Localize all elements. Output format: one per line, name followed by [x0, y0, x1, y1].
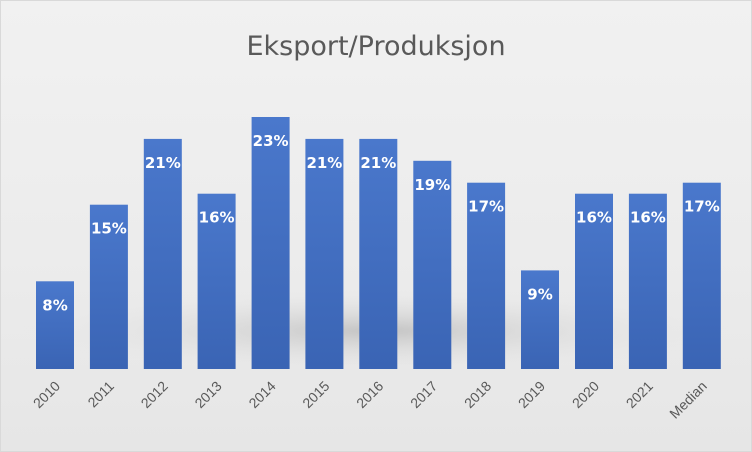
- bar-2010: [36, 281, 74, 369]
- data-label-median: 17%: [684, 198, 720, 216]
- bar-2020: [575, 193, 613, 369]
- x-tick-label-2012: 2012: [138, 378, 171, 411]
- data-label-2019: 9%: [527, 285, 552, 303]
- x-tick-label-2014: 2014: [245, 378, 278, 411]
- bar-2018: [467, 182, 506, 369]
- x-axis-tick-labels: 2010 2011 2012 2013 2014 2015 2016 2017 2018 2019…: [30, 378, 710, 422]
- x-tick-label-2021: 2021: [623, 378, 656, 411]
- chart-title: Eksport/Produksjon: [246, 31, 505, 62]
- data-label-2012: 21%: [145, 154, 181, 172]
- data-label-2018: 17%: [468, 198, 504, 216]
- x-tick-label-median: Median: [666, 378, 710, 422]
- data-label-2010: 8%: [42, 296, 67, 314]
- x-tick-label-2010: 2010: [30, 378, 63, 411]
- x-tick-label-2016: 2016: [353, 378, 386, 411]
- bar-2014: [251, 117, 290, 369]
- bar-2011: [89, 204, 128, 369]
- data-labels-group: 8% 15% 21% 16% 23% 21% 21% 19% 17% 9% 16% 16% 17%: [42, 132, 719, 314]
- data-label-2014: 23%: [253, 132, 289, 150]
- bar-2016: [359, 138, 398, 369]
- data-label-2017: 19%: [414, 176, 450, 194]
- x-tick-label-2017: 2017: [407, 378, 440, 411]
- bar-2012: [143, 138, 182, 369]
- x-tick-label-2011: 2011: [84, 378, 117, 411]
- data-label-2016: 21%: [360, 154, 396, 172]
- data-label-2013: 16%: [199, 209, 235, 227]
- bar-2015: [305, 138, 344, 369]
- data-label-2011: 15%: [91, 220, 127, 238]
- bars-group: [36, 117, 721, 369]
- data-label-2020: 16%: [576, 209, 612, 227]
- x-tick-label-2019: 2019: [515, 378, 548, 411]
- bar-2021: [628, 193, 667, 369]
- x-tick-label-2013: 2013: [191, 378, 224, 411]
- bar-2013: [197, 193, 236, 369]
- data-label-2021: 16%: [630, 209, 666, 227]
- x-tick-label-2015: 2015: [299, 378, 332, 411]
- data-label-2015: 21%: [306, 154, 342, 172]
- x-tick-label-2018: 2018: [461, 378, 494, 411]
- x-tick-label-2020: 2020: [569, 378, 602, 411]
- bar-2019: [521, 270, 559, 369]
- bar-2017: [413, 160, 452, 369]
- bar-median: [682, 182, 721, 369]
